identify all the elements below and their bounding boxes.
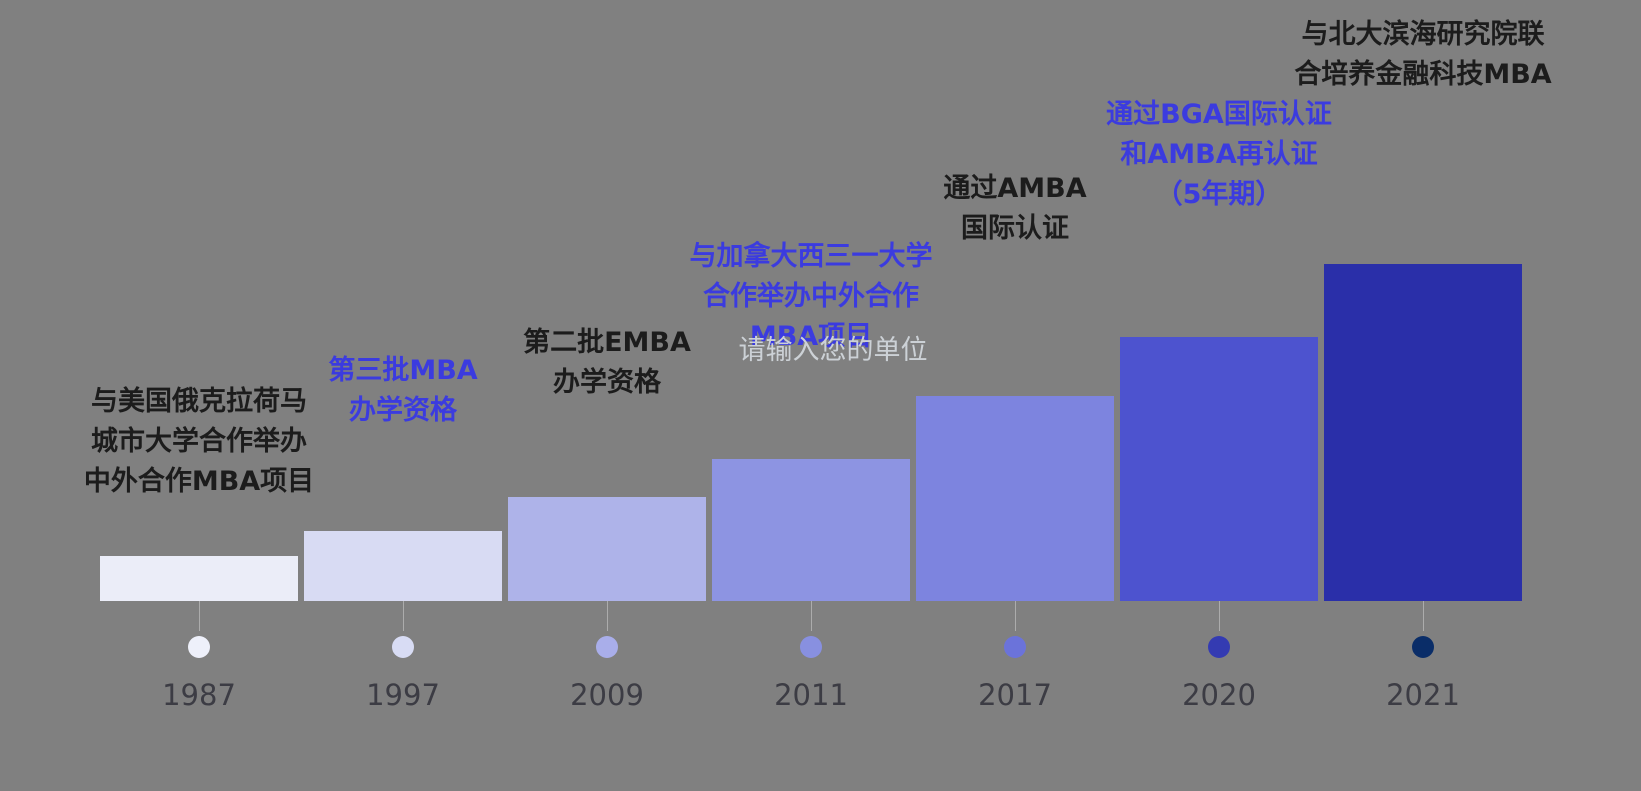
year-label-2021: 2021 — [1386, 678, 1460, 712]
annotation-line: 和AMBA再认证 — [1120, 139, 1318, 170]
bar-2011 — [712, 459, 910, 601]
year-label-2020: 2020 — [1182, 678, 1256, 712]
year-label-1997: 1997 — [366, 678, 440, 712]
annotation-line: 与北大滨海研究院联 — [1301, 19, 1545, 50]
timeline-dot-2009 — [596, 636, 618, 658]
axis-tick-1987 — [198, 601, 200, 631]
axis-tick-2009 — [606, 601, 608, 631]
axis-tick-2017 — [1014, 601, 1016, 631]
annotation-line: 与美国俄克拉荷马 — [91, 386, 307, 417]
year-label-2011: 2011 — [774, 678, 848, 712]
watermark-placeholder-text: 请输入您的单位 — [738, 335, 928, 366]
annotation-line: 合作举办中外合作 — [703, 281, 919, 312]
bar-2020 — [1120, 337, 1318, 601]
year-label-2009: 2009 — [570, 678, 644, 712]
bar-2009 — [508, 497, 706, 601]
timeline-dot-2017 — [1004, 636, 1026, 658]
year-label-1987: 1987 — [162, 678, 236, 712]
bar-2021 — [1324, 264, 1522, 601]
annotation-line: 通过AMBA — [943, 173, 1087, 204]
timeline-dot-1987 — [188, 636, 210, 658]
annotation-line: 第二批EMBA — [523, 327, 691, 358]
timeline-dot-2011 — [800, 636, 822, 658]
annotation-line: （5年期） — [1155, 179, 1283, 210]
annotation-1987: 与美国俄克拉荷马 城市大学合作举办 中外合作MBA项目 — [84, 382, 314, 502]
annotation-line: 与加拿大西三一大学 — [689, 241, 933, 272]
annotation-2020: 通过BGA国际认证 和AMBA再认证 （5年期） — [1106, 95, 1332, 215]
timeline-dot-2021 — [1412, 636, 1434, 658]
annotation-2017: 通过AMBA 国际认证 — [943, 169, 1086, 249]
axis-tick-1997 — [402, 601, 404, 631]
axis-tick-2011 — [810, 601, 812, 631]
annotation-2009: 第二批EMBA 办学资格 — [523, 323, 691, 403]
annotation-line: 办学资格 — [349, 395, 457, 426]
year-label-2017: 2017 — [978, 678, 1052, 712]
annotation-line: MBA项目 — [749, 321, 873, 352]
bar-1997 — [304, 531, 502, 601]
annotation-line: 城市大学合作举办 — [91, 426, 307, 457]
annotation-2021: 与北大滨海研究院联 合培养金融科技MBA — [1294, 15, 1551, 95]
annotation-line: 国际认证 — [961, 213, 1069, 244]
annotation-line: 办学资格 — [552, 367, 661, 398]
bar-2017 — [916, 396, 1114, 601]
bar-1987 — [100, 556, 298, 601]
annotation-2011: 与加拿大西三一大学 合作举办中外合作 MBA项目 — [690, 237, 933, 357]
axis-tick-2020 — [1218, 601, 1220, 631]
annotation-line: 第三批MBA — [328, 355, 478, 386]
timeline-dot-2020 — [1208, 636, 1230, 658]
timeline-dot-1997 — [392, 636, 414, 658]
axis-tick-2021 — [1422, 601, 1424, 631]
annotation-1997: 第三批MBA 办学资格 — [328, 351, 477, 431]
annotation-line: 中外合作MBA项目 — [83, 466, 315, 497]
annotation-line: 合培养金融科技MBA — [1294, 59, 1552, 90]
annotation-line: 通过BGA国际认证 — [1106, 99, 1332, 130]
